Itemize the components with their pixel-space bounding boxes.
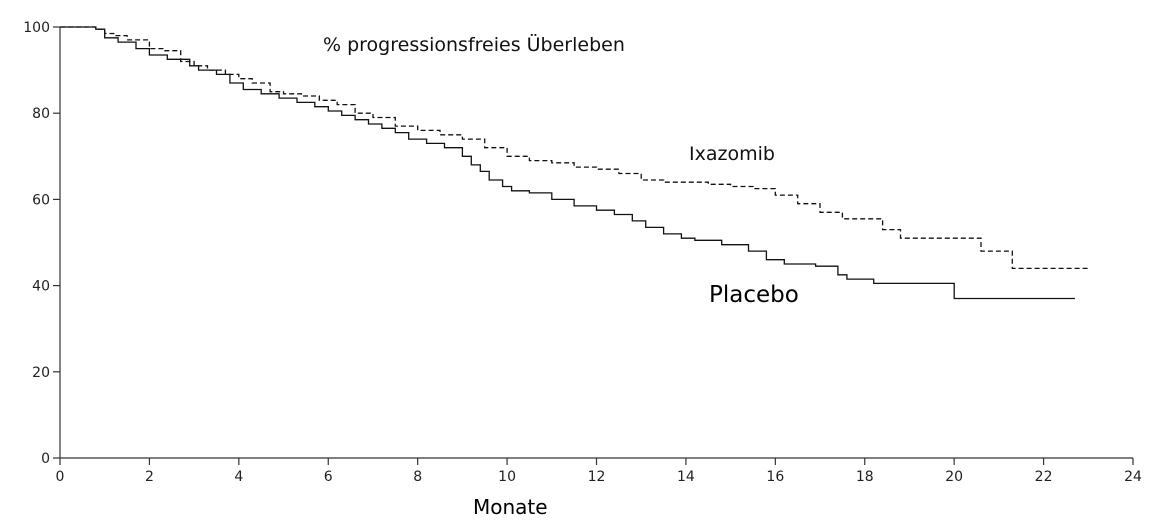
y-tick-label: 40	[32, 279, 50, 295]
y-tick-label: 0	[41, 451, 50, 467]
x-tick-label: 24	[1124, 469, 1142, 485]
x-tick-label: 10	[498, 469, 516, 485]
series-line-ixazomib	[60, 26, 1089, 270]
y-tick-label: 60	[32, 192, 50, 208]
x-tick-label: 12	[588, 469, 606, 485]
x-tick-label: 22	[1035, 469, 1053, 485]
y-tick-label: 80	[32, 106, 50, 122]
x-tick-label: 16	[766, 469, 784, 485]
x-tick-label: 2	[145, 469, 154, 485]
x-tick-label: 20	[945, 469, 963, 485]
series-label-placebo: Placebo	[709, 282, 799, 308]
series-label-ixazomib: Ixazomib	[689, 143, 775, 165]
x-tick-label: 0	[56, 469, 65, 485]
x-tick-label: 14	[677, 469, 695, 485]
x-axis-title: Monate	[473, 495, 548, 519]
y-tick-label: 100	[23, 20, 50, 36]
series-layer	[60, 26, 1089, 300]
y-tick-label: 20	[32, 365, 50, 381]
x-tick-label: 8	[413, 469, 422, 485]
x-tick-label: 6	[324, 469, 333, 485]
chart-title: % progressionsfreies Überleben	[323, 33, 625, 56]
x-tick-label: 18	[856, 469, 874, 485]
series-line-placebo	[60, 26, 1075, 300]
y-axis: 0 20 40 60 80 100	[23, 20, 61, 467]
x-axis: 0 2 4 6 8 10 12 14 16 18 20 22 24	[56, 457, 1142, 485]
x-tick-label: 4	[234, 469, 243, 485]
